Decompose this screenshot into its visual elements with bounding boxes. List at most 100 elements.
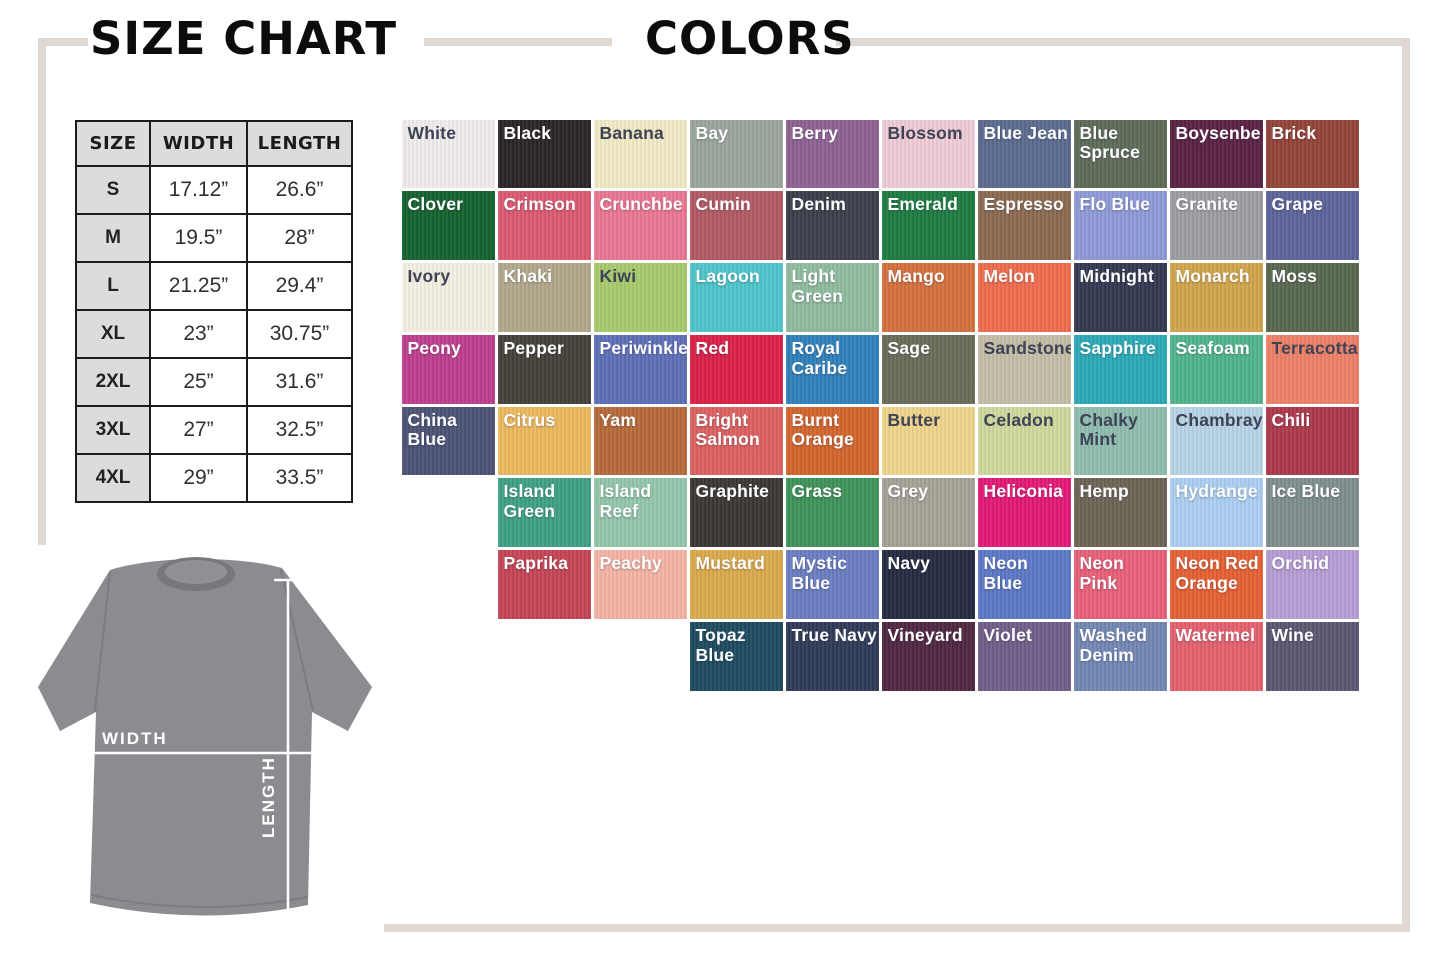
- color-swatch-label: Light Green: [791, 266, 844, 306]
- length-cell: 33.5”: [246, 453, 353, 503]
- length-cell: 28”: [246, 213, 353, 263]
- color-swatch-label: Chambray: [1175, 409, 1263, 430]
- color-swatch-white: White: [401, 119, 495, 189]
- length-cell: 32.5”: [246, 405, 353, 455]
- frame-line-top-left-segment: [38, 38, 88, 46]
- color-swatch-label: Moss: [1271, 266, 1318, 286]
- color-swatch-berry: Berry: [785, 119, 879, 189]
- color-swatch-cumin: Cumin: [689, 191, 783, 260]
- color-swatch-label: Mango: [887, 266, 945, 286]
- size-table-header-length: LENGTH: [246, 120, 353, 167]
- color-swatch-grape: Grape: [1265, 191, 1359, 260]
- size-table-header-width: WIDTH: [149, 120, 248, 167]
- color-swatch-mango: Mango: [881, 263, 975, 332]
- color-swatch-label: Grey: [887, 481, 929, 502]
- color-swatch-label: Crimson: [503, 194, 576, 215]
- size-cell: M: [75, 213, 151, 263]
- color-swatch-crimson: Crimson: [497, 191, 591, 260]
- size-cell: L: [75, 261, 151, 311]
- color-swatch-mustard: Mustard: [689, 550, 783, 619]
- color-swatch-washed-denim: Washed Denim: [1073, 621, 1167, 691]
- color-swatch-island-reef: Island Reef: [593, 478, 687, 547]
- size-cell: 3XL: [75, 405, 151, 455]
- size-table-row-s: S 17.12” 26.6”: [75, 165, 353, 215]
- color-swatch-label: Espresso: [983, 194, 1064, 215]
- tshirt-measurement-diagram: WIDTH LENGTH: [28, 545, 384, 945]
- frame-line-top-mid-segment: [424, 38, 612, 46]
- color-swatch-label: Pepper: [503, 337, 565, 358]
- size-table-row-2xl: 2XL 25” 31.6”: [75, 357, 353, 407]
- color-swatch-label: Cumin: [695, 194, 751, 215]
- color-swatch-label: Grass: [791, 481, 843, 502]
- color-swatch-chambray: Chambray: [1169, 406, 1263, 476]
- color-swatch-hydrange: Hydrange: [1169, 478, 1263, 547]
- color-swatch-sage: Sage: [881, 334, 975, 404]
- color-swatch-label: Boysenbe: [1175, 122, 1261, 143]
- color-swatch-label: Hemp: [1079, 481, 1129, 502]
- color-swatch-celadon: Celadon: [977, 406, 1071, 476]
- color-swatch-khaki: Khaki: [497, 263, 591, 332]
- color-swatch-label: Celadon: [983, 409, 1054, 430]
- color-swatch-label: Granite: [1175, 194, 1239, 215]
- tshirt-right-seam: [280, 569, 314, 712]
- width-cell: 27”: [149, 405, 248, 455]
- color-swatch-label: Blossom: [887, 122, 963, 143]
- color-swatch-grass: Grass: [785, 478, 879, 547]
- color-swatch-orchid: Orchid: [1265, 550, 1359, 619]
- frame-line-top-right-segment: [836, 38, 1410, 46]
- color-swatch-label: Burnt Orange: [791, 409, 854, 450]
- color-swatch-denim: Denim: [785, 191, 879, 260]
- color-swatch-vineyard: Vineyard: [881, 621, 975, 691]
- frame-line-left: [38, 38, 46, 932]
- color-swatch-label: Chalky Mint: [1079, 409, 1139, 450]
- color-swatch-label: Chili: [1271, 409, 1311, 430]
- size-table-header-row: SIZE WIDTH LENGTH: [75, 120, 353, 167]
- color-swatch-sandstone: Sandstone: [977, 334, 1071, 404]
- color-swatch-label: Watermel: [1175, 624, 1256, 645]
- color-swatch-boysenbe: Boysenbe: [1169, 119, 1263, 189]
- color-swatch-label: White: [407, 122, 457, 143]
- length-cell: 29.4”: [246, 261, 353, 311]
- color-swatch-label: Paprika: [503, 553, 569, 573]
- color-swatch-label: China Blue: [407, 409, 458, 450]
- width-measure-label: WIDTH: [102, 729, 168, 748]
- color-swatch-hemp: Hemp: [1073, 478, 1167, 547]
- width-cell: 23”: [149, 309, 248, 359]
- frame-line-right: [1402, 38, 1410, 932]
- color-swatch-flo-blue: Flo Blue: [1073, 191, 1167, 260]
- size-table-body: S 17.12” 26.6” M 19.5” 28” L 21.25” 29.4” XL 23” 30…: [75, 165, 353, 503]
- size-table-row-3xl: 3XL 27” 32.5”: [75, 405, 353, 455]
- color-swatch-lagoon: Lagoon: [689, 263, 783, 332]
- width-cell: 17.12”: [149, 165, 248, 215]
- color-swatch-ice-blue: Ice Blue: [1265, 478, 1359, 547]
- color-swatch-label: Kiwi: [599, 266, 637, 286]
- color-swatch-label: Violet: [983, 624, 1033, 645]
- color-swatch-label: Blue Jean: [983, 122, 1068, 143]
- color-swatch-label: Peony: [407, 337, 462, 358]
- color-swatch-citrus: Citrus: [497, 406, 591, 476]
- length-measure-label: LENGTH: [259, 756, 278, 838]
- color-swatch-label: Grape: [1271, 194, 1324, 215]
- frame-line-bottom: [38, 924, 1410, 932]
- color-swatch-granite: Granite: [1169, 191, 1263, 260]
- color-swatch-royal-caribe: Royal Caribe: [785, 334, 879, 404]
- color-swatch-label: True Navy: [791, 624, 877, 645]
- size-table-row-l: L 21.25” 29.4”: [75, 261, 353, 311]
- color-swatch-wine: Wine: [1265, 621, 1359, 691]
- width-cell: 19.5”: [149, 213, 248, 263]
- color-swatch-kiwi: Kiwi: [593, 263, 687, 332]
- color-swatch-butter: Butter: [881, 406, 975, 476]
- color-swatch-yam: Yam: [593, 406, 687, 476]
- size-chart-title: SIZE CHART: [90, 12, 398, 65]
- size-cell: S: [75, 165, 151, 215]
- color-swatch-pepper: Pepper: [497, 334, 591, 404]
- color-swatch-label: Neon Pink: [1079, 553, 1125, 593]
- color-swatch-label: Island Reef: [599, 481, 652, 522]
- color-swatch-label: Sapphire: [1079, 337, 1156, 358]
- color-swatch-label: Midnight: [1079, 266, 1154, 286]
- color-swatch-blue-jean: Blue Jean: [977, 119, 1071, 189]
- color-swatch-label: Vineyard: [887, 624, 963, 645]
- size-table-row-4xl: 4XL 29” 33.5”: [75, 453, 353, 503]
- color-swatch-label: Island Green: [503, 481, 556, 522]
- color-swatch-bright-salmon: Bright Salmon: [689, 406, 783, 476]
